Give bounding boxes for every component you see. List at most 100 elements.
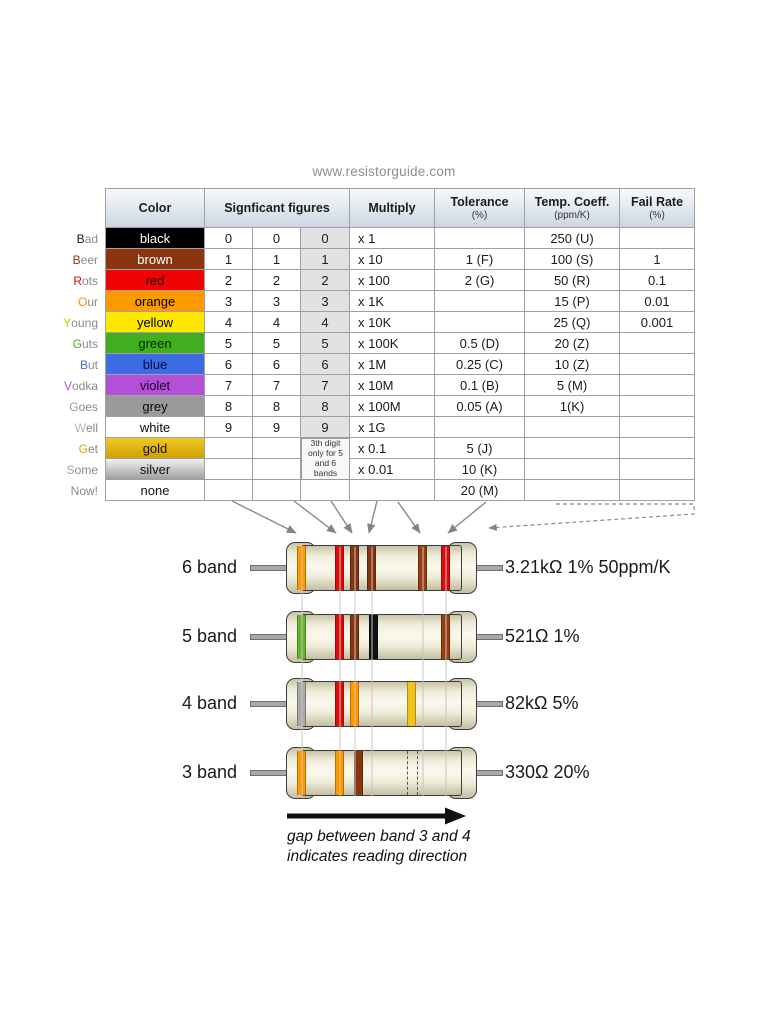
digit-cell: 5 [301, 333, 350, 354]
color-swatch-brown: brown [105, 249, 205, 270]
multiply-cell: x 10 [350, 249, 435, 270]
reading-note-line2: indicates reading direction [287, 847, 468, 865]
multiply-cell: x 1K [350, 291, 435, 312]
digit-cell: 0 [301, 228, 350, 249]
resistor-lead-right [474, 565, 503, 571]
resistor-body [286, 542, 477, 594]
header-tolerance-unit: (%) [471, 210, 488, 221]
fail-rate-cell [620, 375, 695, 396]
tolerance-cell: 0.25 (C) [435, 354, 525, 375]
digit-cell: 2 [205, 270, 253, 291]
resistor-lead-left [250, 565, 289, 571]
header-fail-rate-unit: (%) [649, 210, 665, 221]
fail-rate-cell: 1 [620, 249, 695, 270]
resistor-lead-right [474, 770, 503, 776]
temp-coeff-cell [525, 417, 620, 438]
mnemonic-first-letter: B [76, 231, 85, 246]
temp-coeff-cell: 25 (Q) [525, 312, 620, 333]
third-digit-note: 3th digit only for 5 and 6 bands [301, 438, 350, 480]
mnemonic-rest: et [87, 441, 98, 456]
site-title: www.resistorguide.com [312, 164, 456, 179]
color-swatch-silver: silver [105, 459, 205, 480]
fail-rate-cell [620, 354, 695, 375]
multiply-cell: x 1G [350, 417, 435, 438]
fail-rate-cell [620, 480, 695, 501]
digit-cell: 6 [205, 354, 253, 375]
mnemonic-rest: ell [85, 420, 98, 435]
header-color: Color [105, 188, 205, 228]
digit-cell: 8 [205, 396, 253, 417]
mnemonic-first-letter: G [78, 441, 88, 456]
digit-cell: 2 [301, 270, 350, 291]
digit-cell: 9 [301, 417, 350, 438]
mnemonic-rest: ut [87, 357, 98, 372]
mnemonic-first-letter: B [72, 252, 81, 267]
resistor-body [286, 747, 477, 799]
header-temp-coeff-label: Temp. Coeff. [534, 195, 610, 209]
multiply-cell: x 0.01 [350, 459, 435, 480]
resistor-bands [287, 682, 476, 726]
tolerance-cell [435, 228, 525, 249]
digit-cell [253, 438, 301, 459]
color-swatch-violet: violet [105, 375, 205, 396]
temp-coeff-cell [525, 459, 620, 480]
resistor-bands [287, 546, 476, 590]
color-swatch-orange: orange [105, 291, 205, 312]
tolerance-cell: 0.5 (D) [435, 333, 525, 354]
mnemonic-rest: uts [81, 336, 98, 351]
resistor-value: 3.21kΩ 1% 50ppm/K [505, 557, 671, 577]
mnemonic-rest: odka [71, 378, 98, 393]
digit-cell: 7 [253, 375, 301, 396]
mnemonic-rest: oes [78, 399, 98, 414]
multiply-cell: x 100M [350, 396, 435, 417]
mnemonic-first-letter: R [73, 273, 82, 288]
reading-note-line1: gap between band 3 and 4 [287, 828, 471, 845]
header-fail-rate: Fail Rate (%) [620, 188, 695, 228]
digit-cell: 8 [301, 396, 350, 417]
multiply-cell: x 100 [350, 270, 435, 291]
band-red [334, 546, 344, 590]
digit-cell: 3 [253, 291, 301, 312]
band-orange [350, 682, 360, 726]
tolerance-cell: 10 (K) [435, 459, 525, 480]
header-tolerance-label: Tolerance [450, 195, 509, 209]
tolerance-cell: 2 (G) [435, 270, 525, 291]
mnemonic-first-letter: N [70, 483, 80, 498]
multiply-cell [350, 480, 435, 501]
color-swatch-gold: gold [105, 438, 205, 459]
digit-cell: 8 [253, 396, 301, 417]
color-swatch-black: black [105, 228, 205, 249]
fail-rate-cell: 0.001 [620, 312, 695, 333]
resistor-label-5-band: 5 band [181, 626, 237, 646]
multiply-cell: x 0.1 [350, 438, 435, 459]
tolerance-cell [435, 291, 525, 312]
resistor-lead-right [474, 634, 503, 640]
digit-cell: 6 [253, 354, 301, 375]
band-orange [297, 546, 307, 590]
header-tolerance: Tolerance (%) [435, 188, 525, 228]
digit-cell: 4 [205, 312, 253, 333]
fail-rate-cell [620, 228, 695, 249]
digit-cell: 3 [205, 291, 253, 312]
resistor-lead-right [474, 701, 503, 707]
digit-cell: 1 [253, 249, 301, 270]
mnemonic-first-letter: G [69, 399, 79, 414]
band-brown [418, 546, 428, 590]
mnemonic-first-letter: W [74, 420, 86, 435]
mnemonic-first-letter: O [77, 294, 88, 309]
